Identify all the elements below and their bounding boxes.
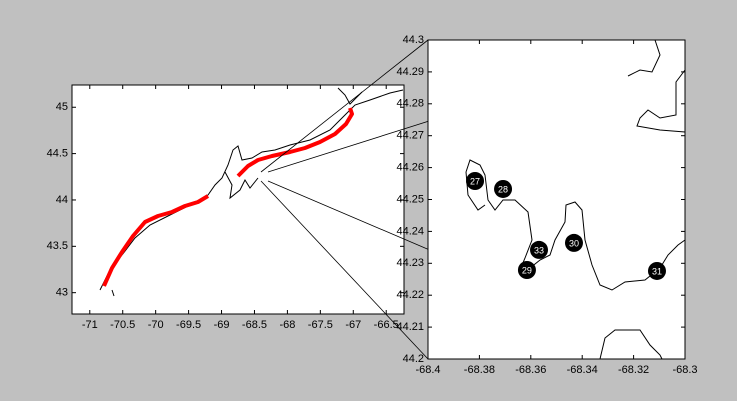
axes-background bbox=[72, 85, 404, 314]
y-tick-label: 44.5 bbox=[47, 148, 68, 160]
station-marker bbox=[564, 233, 583, 252]
x-tick-label: -68.34 bbox=[567, 364, 598, 376]
y-tick-label: 44 bbox=[56, 194, 68, 206]
station-marker bbox=[530, 240, 549, 259]
station-label: 27 bbox=[470, 176, 480, 186]
x-tick-label: -71 bbox=[82, 319, 98, 331]
y-tick-label: 45 bbox=[56, 101, 68, 113]
station-marker bbox=[494, 179, 513, 198]
x-tick-label: -68.5 bbox=[242, 319, 267, 331]
station-label: 28 bbox=[498, 184, 508, 194]
y-tick-label: 44.21 bbox=[396, 321, 424, 333]
y-tick-label: 44.3 bbox=[403, 34, 424, 46]
x-tick-label: -69 bbox=[214, 319, 230, 331]
x-tick-label: -67.5 bbox=[308, 319, 333, 331]
y-tick-label: 44.27 bbox=[396, 130, 424, 142]
x-tick-label: -68.4 bbox=[415, 364, 440, 376]
x-tick-label: -68 bbox=[279, 319, 295, 331]
y-tick-label: 44.25 bbox=[396, 193, 424, 205]
x-tick-label: -66.5 bbox=[374, 319, 399, 331]
y-tick-label: 43 bbox=[56, 287, 68, 299]
y-tick-label: 44.2 bbox=[403, 353, 424, 365]
station-marker bbox=[517, 260, 536, 279]
axes-background bbox=[428, 40, 685, 359]
x-tick-label: -70.5 bbox=[110, 319, 135, 331]
station-label: 29 bbox=[522, 265, 532, 275]
y-tick-label: 44.22 bbox=[396, 289, 424, 301]
highlighted-coast bbox=[102, 107, 354, 287]
station-marker bbox=[647, 261, 666, 280]
y-tick-label: 44.28 bbox=[396, 98, 424, 110]
y-tick-label: 44.29 bbox=[396, 66, 424, 78]
y-tick-label: 44.24 bbox=[396, 225, 424, 237]
x-tick-label: -68.32 bbox=[618, 364, 649, 376]
station-label: 30 bbox=[569, 238, 579, 248]
x-tick-label: -69.5 bbox=[176, 319, 201, 331]
station-marker bbox=[466, 171, 485, 190]
x-tick-label: -67 bbox=[345, 319, 361, 331]
station-label: 33 bbox=[534, 245, 544, 255]
x-tick-label: -68.38 bbox=[464, 364, 495, 376]
x-tick-label: -68.3 bbox=[672, 364, 697, 376]
y-tick-label: 43.5 bbox=[47, 240, 68, 252]
inset-axes: -68.4 -68.38 -68.36 -68.34 -68.32 -68.344.244… bbox=[396, 34, 697, 376]
coastline bbox=[99, 87, 404, 297]
station-label: 31 bbox=[652, 266, 662, 276]
x-tick-label: -70 bbox=[148, 319, 164, 331]
y-tick-label: 44.26 bbox=[396, 162, 424, 174]
x-tick-label: -68.36 bbox=[515, 364, 546, 376]
y-tick-label: 44.23 bbox=[396, 257, 424, 269]
